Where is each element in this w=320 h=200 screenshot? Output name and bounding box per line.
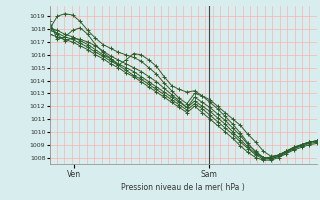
X-axis label: Pression niveau de la mer( hPa ): Pression niveau de la mer( hPa ) bbox=[121, 183, 245, 192]
